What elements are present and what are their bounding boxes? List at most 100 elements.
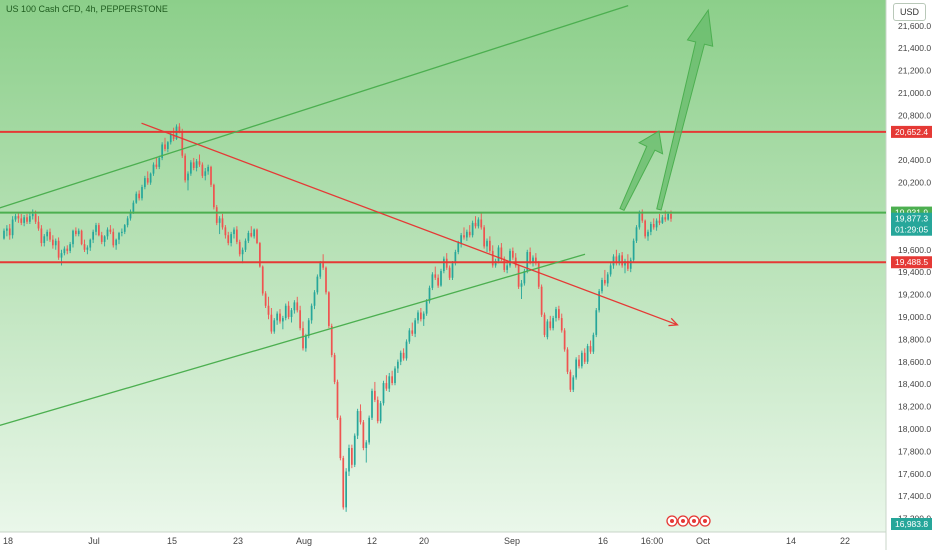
candle-body — [359, 411, 362, 423]
projection-arrow[interactable] — [619, 130, 664, 212]
candle-body — [20, 218, 23, 223]
candle-body — [52, 239, 54, 246]
candle-body — [546, 321, 549, 338]
y-tick-label: 18,400.0 — [898, 379, 931, 389]
candle-body — [11, 219, 14, 236]
economic-event-icon[interactable] — [699, 515, 711, 527]
y-tick-label: 18,600.0 — [898, 357, 931, 367]
candle-body — [667, 213, 669, 220]
candle-body — [322, 263, 324, 268]
candle-body — [210, 166, 212, 185]
y-tick-label: 17,600.0 — [898, 469, 931, 479]
candle-body — [664, 217, 667, 220]
candle-body — [477, 219, 480, 227]
price-label-text: 16,983.8 — [895, 519, 928, 529]
trend-line[interactable] — [0, 253, 586, 438]
candle-body — [31, 213, 34, 217]
candle-body — [267, 305, 270, 315]
economic-event-icon[interactable] — [688, 515, 700, 527]
trend-line[interactable] — [0, 4, 629, 222]
candle-body — [287, 305, 290, 317]
candle-body — [106, 229, 109, 237]
y-tick-label: 21,600.0 — [898, 21, 931, 31]
candle-body — [103, 236, 106, 242]
candle-body — [121, 231, 123, 233]
price-label-text: 01:29:05 — [895, 225, 928, 235]
candle-body — [627, 260, 629, 269]
candle-body — [512, 250, 514, 258]
candle-body — [14, 216, 17, 220]
y-tick-label: 17,800.0 — [898, 446, 931, 456]
candle-body — [474, 222, 477, 227]
candle-body — [77, 230, 80, 235]
candle-body — [497, 247, 500, 261]
candle-body — [609, 265, 612, 275]
candle-body — [365, 442, 368, 448]
candle-body — [307, 320, 310, 336]
candle-body — [558, 309, 560, 319]
candle-body — [204, 171, 207, 176]
candle-body — [169, 134, 172, 143]
candle-body — [336, 381, 339, 418]
candle-body — [483, 227, 485, 247]
candle-body — [399, 352, 402, 362]
y-tick-label: 20,400.0 — [898, 155, 931, 165]
candle-body — [238, 241, 241, 255]
candle-body — [644, 220, 646, 237]
candle-body — [606, 274, 609, 284]
candle-body — [172, 134, 175, 139]
candle-body — [129, 211, 132, 219]
candle-body — [670, 213, 672, 219]
candle-body — [566, 349, 569, 372]
symbol-title: US 100 Cash CFD, 4h, PEPPERSTONE — [6, 4, 168, 14]
x-tick-label: 16 — [598, 536, 608, 546]
currency-button[interactable]: USD — [893, 3, 926, 21]
candle-body — [198, 161, 201, 165]
economic-event-icon[interactable] — [677, 515, 689, 527]
candle-body — [325, 267, 327, 293]
x-tick-label: Aug — [296, 536, 312, 546]
candle-body — [374, 390, 376, 400]
candle-body — [540, 286, 543, 315]
candle-body — [195, 161, 198, 168]
economic-event-icon[interactable] — [666, 515, 678, 527]
candle-body — [221, 218, 224, 228]
candle-body — [135, 193, 138, 203]
candle-body — [523, 271, 526, 284]
candle-body — [425, 301, 428, 314]
candle-body — [489, 240, 491, 251]
candle-body — [192, 162, 195, 168]
candle-body — [638, 212, 641, 228]
candle-body — [3, 230, 5, 239]
y-tick-label: 18,000.0 — [898, 424, 931, 434]
candle-body — [437, 277, 439, 286]
candle-body — [655, 220, 658, 228]
candle-body — [75, 230, 77, 235]
y-tick-label: 19,000.0 — [898, 312, 931, 322]
candle-body — [506, 265, 508, 270]
y-tick-label: 21,000.0 — [898, 88, 931, 98]
candle-body — [555, 309, 557, 319]
candle-body — [109, 229, 112, 232]
candle-body — [604, 280, 606, 284]
candle-body — [333, 355, 336, 382]
candle-body — [431, 274, 434, 288]
candle-body — [569, 371, 572, 390]
candle-body — [261, 266, 264, 294]
candle-body — [23, 217, 25, 223]
candle-body — [428, 287, 431, 302]
projection-arrow[interactable] — [656, 8, 714, 211]
candle-body — [302, 328, 304, 349]
candle-body — [181, 131, 184, 156]
trend-line[interactable] — [141, 122, 678, 326]
candle-body — [583, 352, 586, 362]
x-tick-label: 14 — [786, 536, 796, 546]
candle-body — [339, 417, 342, 459]
candle-body — [98, 225, 100, 236]
candle-body — [509, 250, 511, 266]
candle-body — [112, 231, 115, 246]
candle-body — [391, 376, 393, 384]
y-tick-label: 17,400.0 — [898, 491, 931, 501]
candle-body — [397, 361, 399, 369]
